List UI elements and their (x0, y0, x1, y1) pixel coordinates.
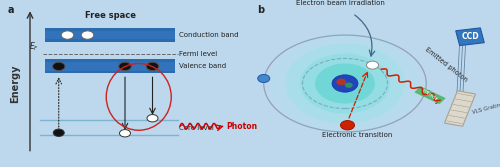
Circle shape (340, 121, 354, 130)
Bar (45, 31, 175, 39)
Bar (444, 91, 476, 126)
Circle shape (258, 74, 270, 82)
Bar (45, 28, 175, 42)
Circle shape (345, 82, 353, 88)
Circle shape (366, 61, 378, 69)
Circle shape (300, 53, 390, 114)
Circle shape (147, 115, 158, 122)
Circle shape (315, 63, 375, 104)
Circle shape (285, 43, 405, 124)
Text: $E_F$: $E_F$ (29, 41, 39, 53)
Text: b: b (258, 5, 264, 15)
Text: mirror: mirror (421, 88, 439, 102)
Text: Photon: Photon (226, 122, 258, 131)
Bar (456, 28, 484, 46)
Text: Fermi level: Fermi level (179, 51, 217, 57)
Circle shape (270, 33, 420, 134)
Circle shape (53, 129, 64, 136)
Bar (45, 62, 175, 71)
Circle shape (119, 62, 131, 70)
Text: CCD: CCD (461, 32, 479, 41)
Circle shape (120, 130, 130, 137)
Text: Electronic transition: Electronic transition (322, 132, 392, 138)
Circle shape (81, 31, 94, 39)
Circle shape (61, 31, 74, 39)
Circle shape (336, 78, 346, 85)
Circle shape (332, 75, 358, 92)
Text: Core level: Core level (179, 125, 214, 131)
Bar (415, 87, 445, 104)
Circle shape (146, 62, 159, 70)
Text: Free space: Free space (84, 11, 136, 20)
Text: Energy: Energy (10, 64, 20, 103)
Text: VLS Grating: VLS Grating (471, 102, 500, 115)
Circle shape (146, 62, 159, 70)
Circle shape (119, 62, 131, 70)
Bar (45, 59, 175, 73)
Text: Conduction band: Conduction band (179, 32, 238, 38)
Text: Valence band: Valence band (179, 63, 226, 69)
Circle shape (52, 62, 65, 70)
Text: Emitted photon: Emitted photon (424, 46, 469, 83)
Text: a: a (8, 5, 14, 15)
Text: Electron beam irradiation: Electron beam irradiation (296, 0, 384, 6)
